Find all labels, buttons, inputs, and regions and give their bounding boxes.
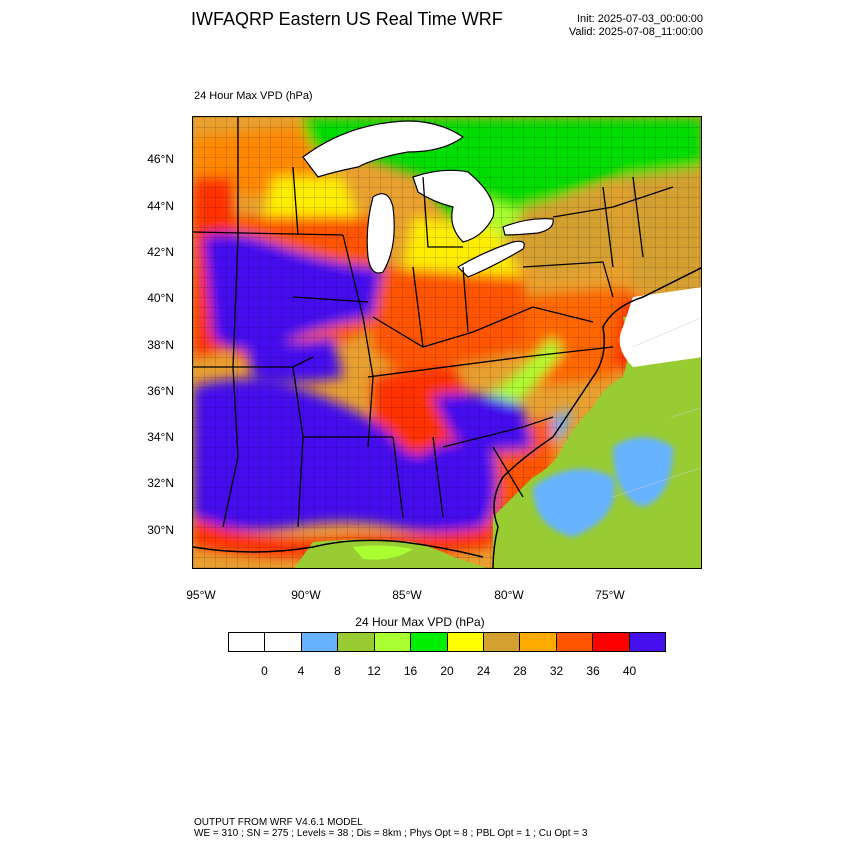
colorbar-label: 36 — [586, 664, 600, 678]
lon-label: 95°W — [186, 588, 216, 602]
lat-label: 36°N — [147, 384, 174, 398]
colorbar-label: 32 — [549, 664, 564, 678]
lake-erie — [457, 240, 525, 278]
colorbar-swatch — [265, 633, 302, 651]
graticule — [612, 317, 701, 498]
colorbar-label: 40 — [622, 664, 637, 678]
lat-label: 32°N — [147, 476, 174, 490]
colorbar-label: 20 — [440, 664, 454, 678]
colorbar-swatch — [301, 633, 339, 651]
great-lakes — [302, 120, 554, 278]
lat-label: 40°N — [147, 291, 174, 305]
colorbar-swatch — [483, 633, 521, 651]
state-borders — [193, 117, 674, 528]
lon-label: 85°W — [392, 588, 422, 602]
valid-time: Valid: 2025-07-08_11:00:00 — [568, 26, 703, 38]
model-config: WE = 310 ; SN = 275 ; Levels = 38 ; Dis … — [194, 828, 588, 839]
lon-label: 75°W — [595, 588, 625, 602]
lake-michigan — [366, 193, 395, 274]
colorbar-label: 12 — [367, 664, 381, 678]
vpd-map — [192, 116, 702, 569]
colorbar-title: 24 Hour Max VPD (hPa) — [355, 615, 485, 629]
colorbar-label: 8 — [334, 664, 341, 678]
colorbar-swatch — [411, 633, 448, 651]
colorbar-swatch — [447, 633, 484, 651]
colorbar — [228, 632, 666, 652]
model-version: OUTPUT FROM WRF V4.6.1 MODEL — [194, 817, 363, 828]
colorbar-label: 28 — [513, 664, 527, 678]
lat-label: 44°N — [147, 199, 174, 213]
ocean-white — [619, 287, 701, 367]
time-info: Init: 2025-07-03_00:00:00 Valid: 2025-07… — [569, 13, 703, 39]
colorbar-swatch — [374, 633, 412, 651]
colorbar-label: 16 — [403, 664, 418, 678]
lake-huron — [412, 169, 495, 243]
colorbar-label: 4 — [297, 664, 305, 678]
lon-label: 90°W — [291, 588, 321, 602]
colorbar-label: 0 — [261, 664, 268, 678]
coastlines — [193, 267, 701, 568]
colorbar-swatch — [229, 633, 266, 651]
colorbar-swatch — [520, 633, 557, 651]
lat-label: 34°N — [147, 430, 174, 444]
colorbar-swatch — [556, 633, 594, 651]
colorbar-swatch — [629, 633, 666, 651]
lon-label: 80°W — [494, 588, 524, 602]
lat-label: 30°N — [147, 523, 174, 537]
lat-label: 46°N — [147, 152, 174, 166]
lake-superior — [302, 120, 465, 178]
map-svg — [193, 117, 701, 568]
lake-ontario — [502, 218, 554, 236]
plot-title: IWFAQRP Eastern US Real Time WRF — [191, 9, 503, 29]
panel-title: 24 Hour Max VPD (hPa) — [194, 90, 313, 102]
model-info: OUTPUT FROM WRF V4.6.1 MODEL WE = 310 ; … — [194, 817, 587, 839]
colorbar-label: 24 — [476, 664, 491, 678]
colorbar-swatch — [338, 633, 375, 651]
lat-label: 38°N — [147, 338, 174, 352]
init-time: Init: 2025-07-03_00:00:00 — [577, 13, 703, 25]
colorbar-swatch — [593, 633, 630, 651]
lat-label: 42°N — [147, 245, 174, 259]
